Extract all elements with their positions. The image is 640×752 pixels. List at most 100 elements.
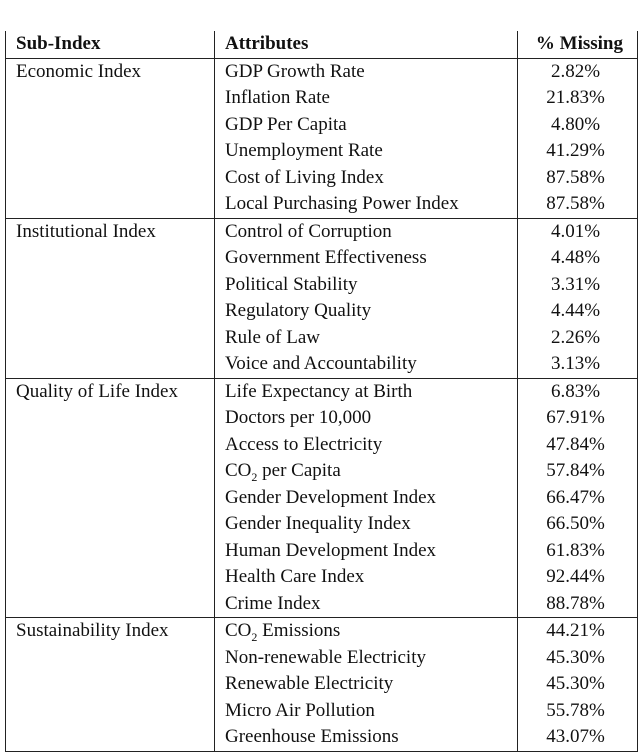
missing-cell: 57.84% (517, 458, 638, 485)
sub-index-cell: Sustainability Index (5, 617, 215, 645)
table-row: Micro Air Pollution 55.78% (5, 697, 638, 724)
missing-cell: 4.48% (517, 245, 638, 272)
missing-cell: 45.30% (517, 671, 638, 698)
attribute-cell: CO2 Emissions (214, 617, 518, 645)
sub-index-cell (5, 245, 215, 272)
attribute-cell: Inflation Rate (214, 85, 518, 112)
sub-index-cell: Institutional Index (5, 217, 215, 245)
sub-index-cell (5, 644, 215, 671)
header-missing: % Missing (517, 31, 638, 59)
missing-cell: 41.29% (517, 138, 638, 165)
table-row: Rule of Law 2.26% (5, 324, 638, 351)
sub-index-cell (5, 85, 215, 112)
attribute-cell: Cost of Living Index (214, 164, 518, 191)
attribute-cell: Rule of Law (214, 324, 518, 351)
attribute-cell: Access to Electricity (214, 431, 518, 458)
sub-index-cell (5, 537, 215, 564)
attribute-cell: Political Stability (214, 271, 518, 298)
attribute-cell: Government Effectiveness (214, 245, 518, 272)
sub-index-cell (5, 164, 215, 191)
missing-cell: 43.07% (517, 724, 638, 752)
sub-index-cell (5, 431, 215, 458)
sub-index-cell (5, 405, 215, 432)
sub-index-cell: Quality of Life Index (5, 377, 215, 405)
table-row: Doctors per 10,000 67.91% (5, 405, 638, 432)
missing-cell: 45.30% (517, 644, 638, 671)
attribute-cell: GDP Growth Rate (214, 57, 518, 85)
attribute-cell: Crime Index (214, 590, 518, 618)
missing-cell: 67.91% (517, 405, 638, 432)
attribute-cell: Micro Air Pollution (214, 697, 518, 724)
missing-cell: 3.13% (517, 351, 638, 378)
sub-index-cell (5, 191, 215, 218)
sub-index-cell (5, 111, 215, 138)
sub-index-cell (5, 458, 215, 485)
table-row: GDP Per Capita 4.80% (5, 111, 638, 138)
missing-cell: 2.82% (517, 57, 638, 85)
table-row: Sustainability Index CO2 Emissions 44.21% (5, 617, 638, 645)
sub-index-cell (5, 724, 215, 752)
attribute-cell: CO2 per Capita (214, 458, 518, 485)
table-row: Gender Inequality Index 66.50% (5, 511, 638, 538)
table-row: Local Purchasing Power Index 87.58% (5, 191, 638, 218)
attribute-cell: Renewable Electricity (214, 671, 518, 698)
missing-cell: 21.83% (517, 85, 638, 112)
attribute-cell: Gender Inequality Index (214, 511, 518, 538)
table-row: Economic Index GDP Growth Rate 2.82% (5, 57, 638, 85)
attribute-cell: Control of Corruption (214, 217, 518, 245)
attribute-cell: Life Expectancy at Birth (214, 377, 518, 405)
missing-cell: 4.01% (517, 217, 638, 245)
table-row: Inflation Rate 21.83% (5, 85, 638, 112)
table-row: Health Care Index 92.44% (5, 564, 638, 591)
missing-cell: 61.83% (517, 537, 638, 564)
missing-cell: 6.83% (517, 377, 638, 405)
attribute-cell: Doctors per 10,000 (214, 405, 518, 432)
table-row: Institutional Index Control of Corruption… (5, 217, 638, 245)
sub-index-cell (5, 271, 215, 298)
sub-index-cell (5, 697, 215, 724)
missing-cell: 66.50% (517, 511, 638, 538)
header-sub-index: Sub-Index (5, 31, 215, 59)
missing-cell: 88.78% (517, 590, 638, 618)
sub-index-cell (5, 324, 215, 351)
table-row: Voice and Accountability 3.13% (5, 351, 638, 378)
missing-cell: 3.31% (517, 271, 638, 298)
table-row: Quality of Life Index Life Expectancy at … (5, 377, 638, 405)
missing-cell: 87.58% (517, 191, 638, 218)
missing-cell: 66.47% (517, 484, 638, 511)
missing-cell: 4.44% (517, 298, 638, 325)
sub-index-cell (5, 671, 215, 698)
missing-cell: 44.21% (517, 617, 638, 645)
table-row: CO2 per Capita 57.84% (5, 458, 638, 485)
attribute-cell: Gender Development Index (214, 484, 518, 511)
attribute-cell: Unemployment Rate (214, 138, 518, 165)
table-row: Greenhouse Emissions 43.07% (5, 724, 638, 752)
header-attributes: Attributes (214, 31, 518, 59)
sub-index-cell (5, 564, 215, 591)
missing-values-table: Sub-Index Attributes % Missing Economic … (5, 31, 638, 752)
attribute-cell: Non-renewable Electricity (214, 644, 518, 671)
attribute-cell: Greenhouse Emissions (214, 724, 518, 752)
sub-index-cell: Economic Index (5, 57, 215, 85)
sub-index-cell (5, 138, 215, 165)
attribute-cell: Regulatory Quality (214, 298, 518, 325)
table-row: Non-renewable Electricity 45.30% (5, 644, 638, 671)
table-row: Access to Electricity 47.84% (5, 431, 638, 458)
attribute-cell: Human Development Index (214, 537, 518, 564)
table-row: Political Stability 3.31% (5, 271, 638, 298)
missing-cell: 4.80% (517, 111, 638, 138)
sub-index-cell (5, 484, 215, 511)
table-row: Renewable Electricity 45.30% (5, 671, 638, 698)
sub-index-cell (5, 590, 215, 618)
missing-cell: 92.44% (517, 564, 638, 591)
sub-index-cell (5, 298, 215, 325)
attribute-cell: Health Care Index (214, 564, 518, 591)
attribute-cell: Voice and Accountability (214, 351, 518, 378)
table-row: Unemployment Rate 41.29% (5, 138, 638, 165)
table-row: Regulatory Quality 4.44% (5, 298, 638, 325)
attribute-cell: GDP Per Capita (214, 111, 518, 138)
table-row: Cost of Living Index 87.58% (5, 164, 638, 191)
missing-cell: 87.58% (517, 164, 638, 191)
missing-cell: 55.78% (517, 697, 638, 724)
table-row: Crime Index 88.78% (5, 590, 638, 618)
